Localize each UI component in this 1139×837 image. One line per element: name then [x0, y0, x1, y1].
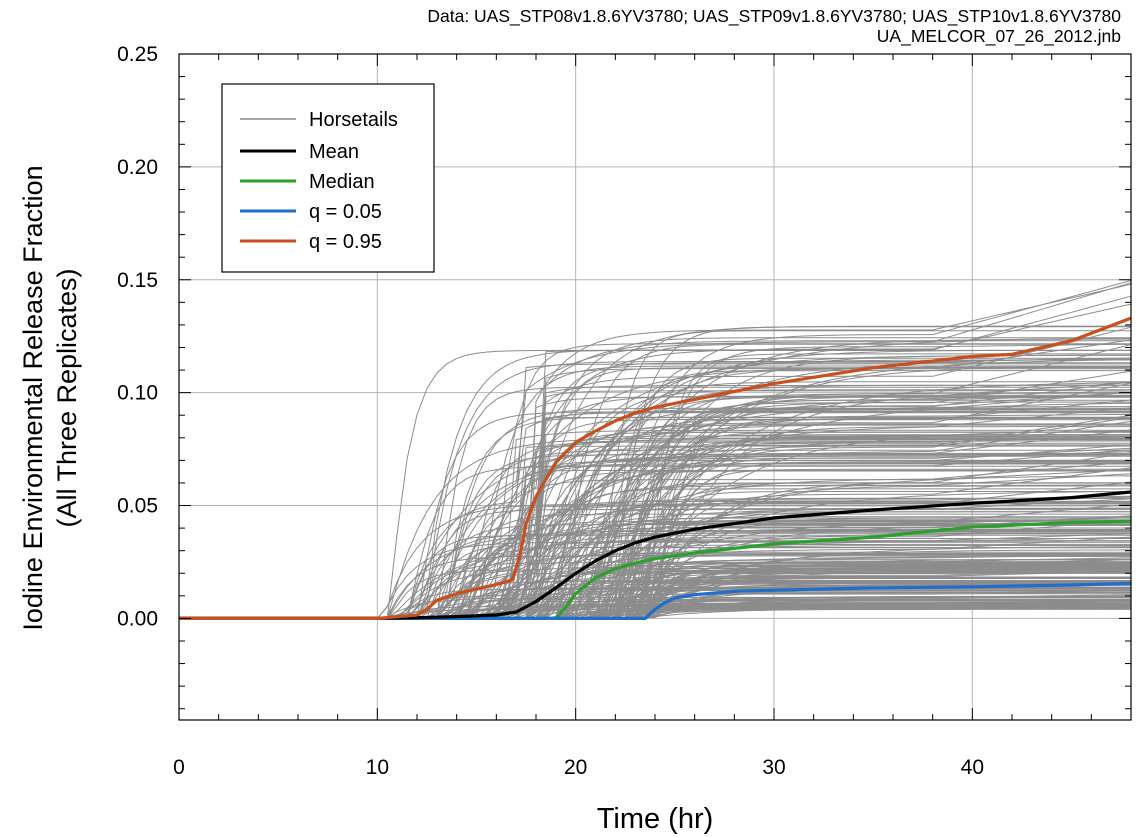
- y-tick-label: 0.10: [117, 382, 158, 405]
- legend-label-mean: Mean: [309, 141, 359, 163]
- y-tick-label: 0.25: [117, 43, 158, 66]
- y-tick-labels: 0.00 0.05 0.10 0.15 0.20 0.25: [117, 43, 158, 630]
- horsetail-line: [179, 338, 1132, 619]
- y-tick-label: 0.00: [117, 607, 158, 630]
- mean-line: [179, 490, 1132, 621]
- y-tick-label: 0.05: [117, 495, 158, 518]
- y-tick-label: 0.15: [117, 269, 158, 292]
- x-tick-labels: 0 10 20 30 40: [173, 756, 984, 779]
- legend-label-q95: q = 0.95: [309, 231, 382, 253]
- legend-label-horsetails: Horsetails: [309, 109, 398, 131]
- horsetails: [179, 280, 1132, 619]
- legend: Horsetails Mean Median q = 0.05 q = 0.95: [221, 83, 435, 273]
- q05-line: [179, 581, 1132, 621]
- y-axis-label: Iodine Environmental Release Fraction: [18, 165, 48, 630]
- x-tick-label: 0: [173, 756, 185, 779]
- y-axis-label-sub: (All Three Replicates): [52, 268, 82, 527]
- file-name-line: UA_MELCOR_07_26_2012.jnb: [877, 26, 1121, 47]
- y-tick-label: 0.20: [117, 156, 158, 179]
- median-line: [179, 519, 1132, 621]
- legend-label-q05: q = 0.05: [309, 201, 382, 223]
- data-source-line: Data: UAS_STP08v1.8.6YV3780; UAS_STP09v1…: [427, 6, 1121, 27]
- x-axis-label: Time (hr): [597, 803, 714, 835]
- x-tick-label: 40: [961, 756, 984, 779]
- legend-label-median: Median: [309, 171, 375, 193]
- statistic-lines: [179, 316, 1132, 621]
- x-tick-label: 10: [366, 756, 389, 779]
- q95-line: [179, 316, 1132, 621]
- x-tick-label: 20: [564, 756, 587, 779]
- axis-ticks: [178, 53, 1132, 720]
- x-tick-label: 30: [762, 756, 785, 779]
